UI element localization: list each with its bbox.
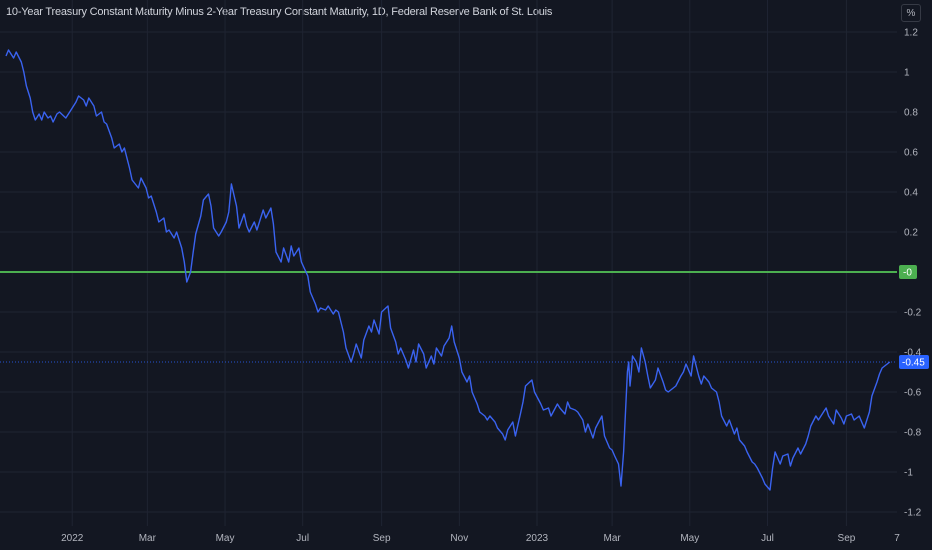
y-tick-label: -0.2 (904, 308, 922, 319)
zero-line-badge-label: -0 (903, 268, 912, 279)
x-tick-label: Nov (450, 533, 468, 544)
x-axis: 2022 Mar May Jul Sep Nov 2023 Mar May Jul Sep 7 (61, 533, 900, 544)
y-tick-label: 0.2 (904, 228, 918, 239)
x-tick-label: Mar (604, 533, 622, 544)
y-tick-label: 0.4 (904, 188, 918, 199)
series-line (5, 49, 891, 491)
x-tick-label: May (216, 533, 235, 544)
x-tick-label: Jul (761, 533, 774, 544)
series-path (5, 49, 891, 491)
grid (0, 0, 897, 526)
x-tick-label: Sep (838, 533, 856, 544)
x-tick-label: Sep (373, 533, 391, 544)
unit-toggle-button[interactable]: % (901, 4, 921, 22)
x-tick-label: Mar (139, 533, 157, 544)
x-tick-label: 2022 (61, 533, 84, 544)
y-tick-label: -0.4 (904, 348, 922, 359)
last-value-guide: -0.45 (0, 355, 929, 369)
y-tick-label: 0.8 (904, 108, 918, 119)
x-tick-label: Jul (296, 533, 309, 544)
y-axis: 1.2 1 0.8 0.6 0.4 0.2 -0.2 -0.4 -0.6 -0.8 -1 -1.2 (904, 28, 922, 519)
zero-reference-line: -0 (0, 265, 917, 279)
y-tick-label: 0.6 (904, 148, 918, 159)
x-tick-label: 2023 (526, 533, 549, 544)
zero-line-badge (899, 265, 917, 279)
y-tick-label: -0.8 (904, 428, 922, 439)
x-tick-label: 7 (894, 533, 900, 544)
y-tick-label: -1 (904, 468, 913, 479)
y-tick-label: 1 (904, 68, 910, 79)
chart-title: 10-Year Treasury Constant Maturity Minus… (6, 6, 553, 18)
last-value-badge (899, 355, 929, 369)
y-tick-label: -0.6 (904, 388, 922, 399)
x-tick-label: May (680, 533, 699, 544)
y-tick-label: 1.2 (904, 28, 918, 39)
last-value-badge-label: -0.45 (902, 358, 925, 369)
y-tick-label: -1.2 (904, 508, 922, 519)
